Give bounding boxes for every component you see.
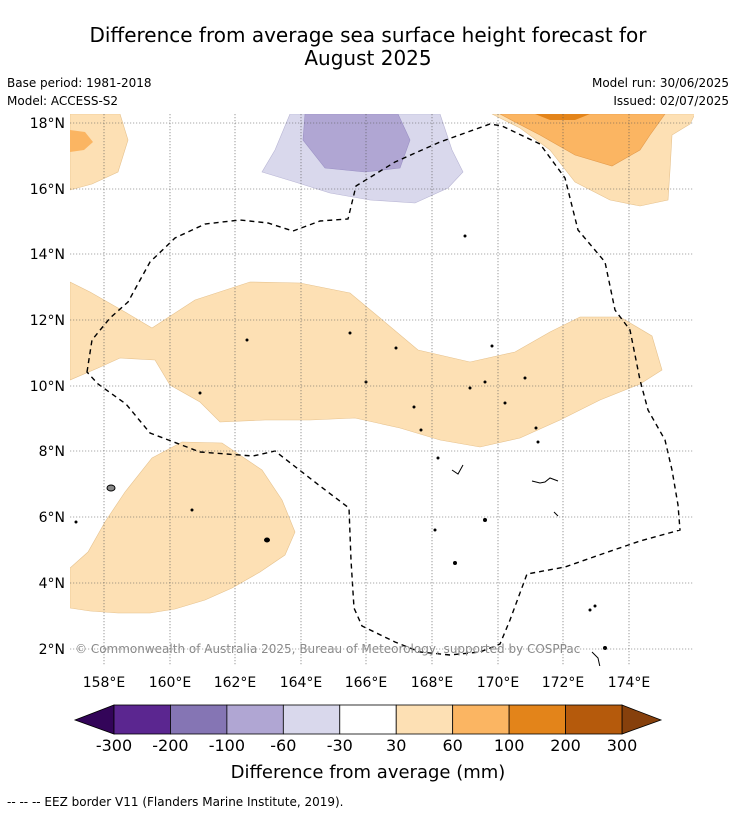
- model-run: Model run: 30/06/2025: [591, 76, 729, 90]
- colorbar-tick-label: 300: [607, 736, 638, 755]
- lat-tick: 10°N: [30, 379, 65, 395]
- contour-positive-topright-100: [535, 114, 590, 120]
- colorbar-segment: [565, 704, 623, 735]
- meta-right: Model run: 30/06/2025 Issued: 02/07/2025: [592, 74, 729, 110]
- lon-tick: 158°E: [83, 675, 126, 691]
- atoll-outlines: [451, 464, 601, 666]
- colorbar-tick-label: -30: [327, 736, 353, 755]
- contour-positive-topleft-60: [70, 130, 93, 152]
- lon-tick: 160°E: [149, 675, 192, 691]
- colorbar-segment: [508, 704, 566, 735]
- lon-tick: 174°E: [608, 675, 651, 691]
- colorbar-segment: [339, 704, 397, 735]
- colorbar-segment: [395, 704, 454, 735]
- colorbar-under-arrow: [73, 704, 115, 735]
- colorbar-tick-label: 200: [550, 736, 581, 755]
- colorbar-labels: -300 -200 -100 -60 -30 30 60 100 200 300: [96, 736, 637, 755]
- title-line-1: Difference from average sea surface heig…: [89, 23, 647, 47]
- lat-tick: 4°N: [39, 576, 65, 592]
- colorbar-tick-label: -200: [152, 736, 188, 755]
- lat-tick: 12°N: [30, 313, 65, 329]
- chart-title: Difference from average sea surface heig…: [0, 24, 736, 70]
- lon-tick: 172°E: [542, 675, 585, 691]
- colorbar-title: Difference from average (mm): [231, 762, 506, 783]
- copyright-notice: © Commonwealth of Australia 2025, Bureau…: [75, 642, 580, 656]
- title-line-2: August 2025: [304, 46, 432, 70]
- latitude-labels: 18°N 16°N 14°N 12°N 10°N 8°N 6°N 4°N 2°N: [30, 116, 65, 658]
- colorbar-over-arrow: [621, 704, 663, 735]
- lon-tick: 170°E: [477, 675, 520, 691]
- lon-tick: 166°E: [345, 675, 388, 691]
- lat-tick: 18°N: [30, 116, 65, 132]
- colorbar-tick-label: -300: [96, 736, 132, 755]
- lat-tick: 14°N: [30, 247, 65, 263]
- lon-tick: 168°E: [411, 675, 454, 691]
- lat-tick: 6°N: [39, 510, 65, 526]
- meta-left: Base period: 1981-2018 Model: ACCESS-S2: [7, 74, 152, 110]
- colorbar-tick-label: 60: [442, 736, 462, 755]
- map-area: [70, 114, 694, 666]
- longitude-labels: 158°E 160°E 162°E 164°E 166°E 168°E 170°…: [83, 675, 651, 691]
- model-name: Model: ACCESS-S2: [7, 94, 119, 108]
- eez-legend-footer: -- -- -- EEZ border V11 (Flanders Marine…: [7, 795, 344, 809]
- lat-tick: 2°N: [39, 642, 65, 658]
- colorbar-tick-label: -60: [270, 736, 296, 755]
- contour-positive-lowerleft: [70, 441, 296, 614]
- colorbar-tick-label: -100: [209, 736, 245, 755]
- contour-positive-topright-60: [499, 114, 666, 167]
- base-period: Base period: 1981-2018: [7, 76, 152, 90]
- colorbar-tick-label: 30: [386, 736, 406, 755]
- graticule: [70, 114, 694, 666]
- lat-tick: 8°N: [39, 444, 65, 460]
- colorbar-segment: [452, 704, 510, 735]
- colorbar: [73, 704, 663, 735]
- lon-tick: 164°E: [280, 675, 323, 691]
- colorbar-segment: [282, 704, 341, 735]
- lat-tick: 16°N: [30, 182, 65, 198]
- colorbar-segment: [113, 704, 171, 735]
- colorbar-segment: [226, 704, 284, 735]
- issued-date: Issued: 02/07/2025: [613, 94, 729, 108]
- contour-positive-band: [70, 281, 663, 448]
- colorbar-segment: [170, 704, 228, 735]
- eez-border: [86, 123, 681, 656]
- colorbar-tick-label: 100: [494, 736, 525, 755]
- lon-tick: 162°E: [214, 675, 257, 691]
